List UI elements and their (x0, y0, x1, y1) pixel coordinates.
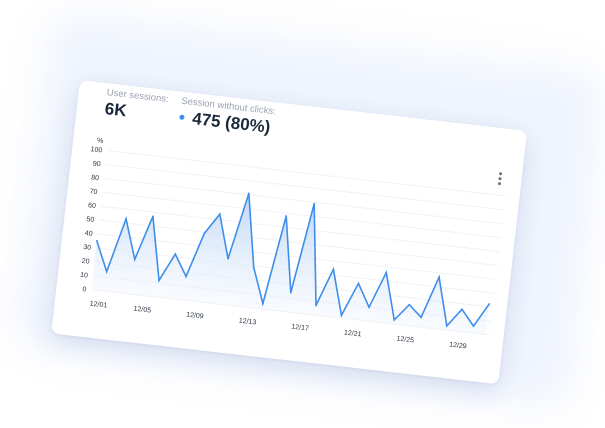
x-tick-label: 12/21 (344, 330, 362, 339)
x-tick-label: 12/25 (396, 336, 414, 345)
data-point-12/14 (262, 302, 264, 305)
data-point-12/16 (289, 291, 292, 294)
data-point-12/23 (385, 271, 388, 274)
data-point-12/15 (285, 215, 288, 217)
sessions-without-clicks-stat: Session without clicks: 475 (80%) (178, 96, 276, 139)
y-tick-label: 40 (84, 230, 93, 238)
gridline (99, 219, 498, 266)
gridline (103, 177, 503, 225)
y-tick-label: 100 (90, 146, 103, 154)
user-sessions-stat: User sessions: 6K (104, 87, 169, 126)
y-tick-label: 0 (82, 286, 87, 293)
data-point-12/19 (332, 268, 335, 271)
data-point-12/17 (313, 202, 316, 205)
data-point-12/29 (461, 308, 463, 311)
x-tick-label: 12/13 (238, 318, 256, 327)
gridline (105, 164, 505, 211)
x-tick-label: 12/05 (133, 306, 151, 315)
y-tick-label: 30 (83, 244, 92, 252)
data-point-12/27 (438, 276, 440, 279)
data-point-12/05 (152, 215, 154, 218)
gridline (107, 150, 506, 197)
data-point-12/06 (158, 279, 160, 282)
data-point-12/31 (488, 303, 491, 305)
x-tick-label: 12/01 (89, 301, 107, 310)
session-stats-card: User sessions: 6K Session without clicks… (51, 80, 528, 385)
data-point-12/18 (315, 304, 317, 307)
data-point-12/28 (445, 325, 448, 327)
data-point-12/21 (357, 282, 360, 285)
data-point-12/03 (125, 218, 127, 220)
data-point-12/12 (247, 192, 250, 195)
x-tick-label: 12/17 (291, 324, 309, 333)
x-tick-label: 12/09 (186, 312, 204, 321)
gridline (97, 233, 497, 280)
y-tick-label: 60 (88, 202, 97, 210)
x-axis-ticks: 12/01 12/05 12/09 12/13 12/17 12/21 12/25 12/29 (89, 301, 467, 351)
y-tick-label: 50 (86, 216, 95, 224)
data-point-12/11 (227, 257, 229, 260)
series-points (95, 192, 491, 328)
data-point-12/09 (203, 232, 206, 235)
data-point-12/01 (95, 240, 98, 242)
gridline (100, 205, 500, 252)
y-axis-label: % (97, 137, 104, 145)
data-point-12/08 (185, 275, 187, 278)
y-tick-label: 10 (80, 272, 89, 280)
data-point-12/10 (218, 213, 221, 215)
series-area-fill (91, 193, 490, 335)
data-point-12/24 (393, 319, 396, 321)
sessions-area-chart: % 0 10 20 30 40 50 60 70 80 90 100 12/01 12/05 12/09… (80, 137, 506, 351)
data-point-12/13 (252, 266, 255, 269)
series-dot-icon (179, 114, 185, 120)
y-tick-label: 90 (92, 161, 101, 169)
data-point-12/02 (105, 270, 108, 273)
data-point-12/20 (340, 314, 343, 317)
y-axis-ticks: 0 10 20 30 40 50 60 70 80 90 100 (80, 146, 103, 293)
x-tick-label: 12/29 (449, 342, 467, 351)
data-point-12/04 (133, 258, 136, 261)
y-tick-label: 70 (89, 188, 98, 196)
data-point-12/25 (408, 303, 411, 306)
data-point-12/26 (420, 316, 423, 319)
gridline (102, 191, 501, 239)
data-point-12/07 (174, 253, 177, 256)
y-tick-label: 80 (91, 174, 100, 182)
gridline (96, 247, 495, 294)
data-point-12/30 (472, 325, 475, 328)
y-tick-label: 20 (81, 258, 90, 266)
data-point-12/22 (368, 306, 370, 309)
